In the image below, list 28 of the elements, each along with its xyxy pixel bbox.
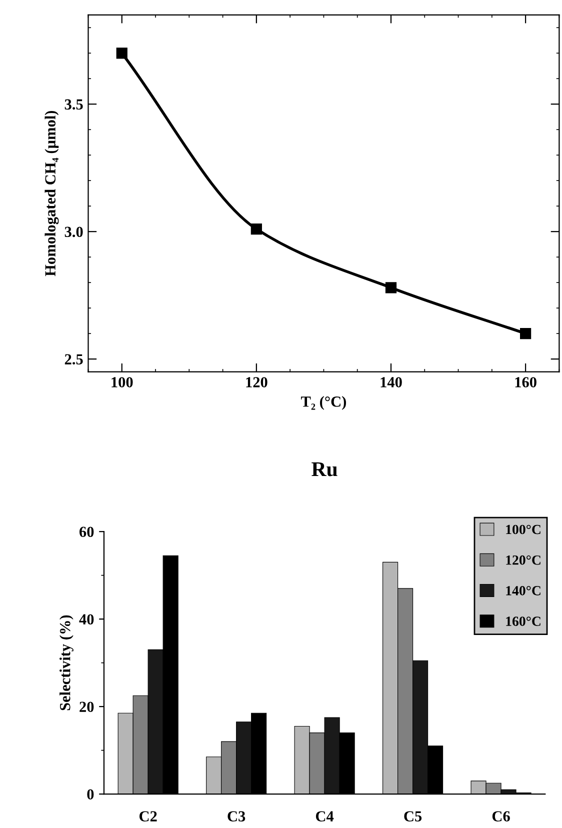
legend-label: 140°C — [506, 586, 540, 596]
legend-label: 160°C — [506, 616, 540, 626]
y-tick-label: 3.0 — [64, 226, 83, 238]
legend-label: 100°C — [506, 524, 540, 534]
x-tick-label: 140 — [380, 377, 402, 388]
point — [116, 48, 128, 59]
y-tick-label: 2.5 — [64, 354, 83, 365]
y-tick-label: 60 — [79, 526, 94, 538]
y-axis-title: Homologated CH₄ (µmol) — [44, 110, 59, 276]
x-axis-title: T₂ (°C) — [300, 396, 346, 410]
x-tick-label: 120 — [246, 377, 268, 388]
y-tick-label: 0 — [87, 789, 94, 800]
point — [385, 282, 397, 294]
y-tick-label: 3.5 — [64, 99, 83, 110]
y-axis-title: Selectivity (%) — [60, 615, 74, 710]
x-tick-label: C3 — [228, 811, 246, 822]
y-tick-label: 20 — [80, 702, 94, 712]
chart-title: Ru — [312, 462, 338, 476]
x-tick-label: C2 — [140, 811, 157, 822]
y-tick-label: 40 — [79, 614, 94, 625]
x-tick-label: 160 — [515, 377, 536, 388]
x-tick-label: 100 — [112, 377, 133, 388]
x-tick-label: C6 — [492, 811, 510, 822]
legend-label: 120°C — [506, 555, 540, 565]
x-tick-label: C4 — [316, 811, 334, 822]
x-tick-label: C5 — [404, 811, 422, 822]
point — [250, 223, 262, 235]
point — [520, 328, 532, 340]
